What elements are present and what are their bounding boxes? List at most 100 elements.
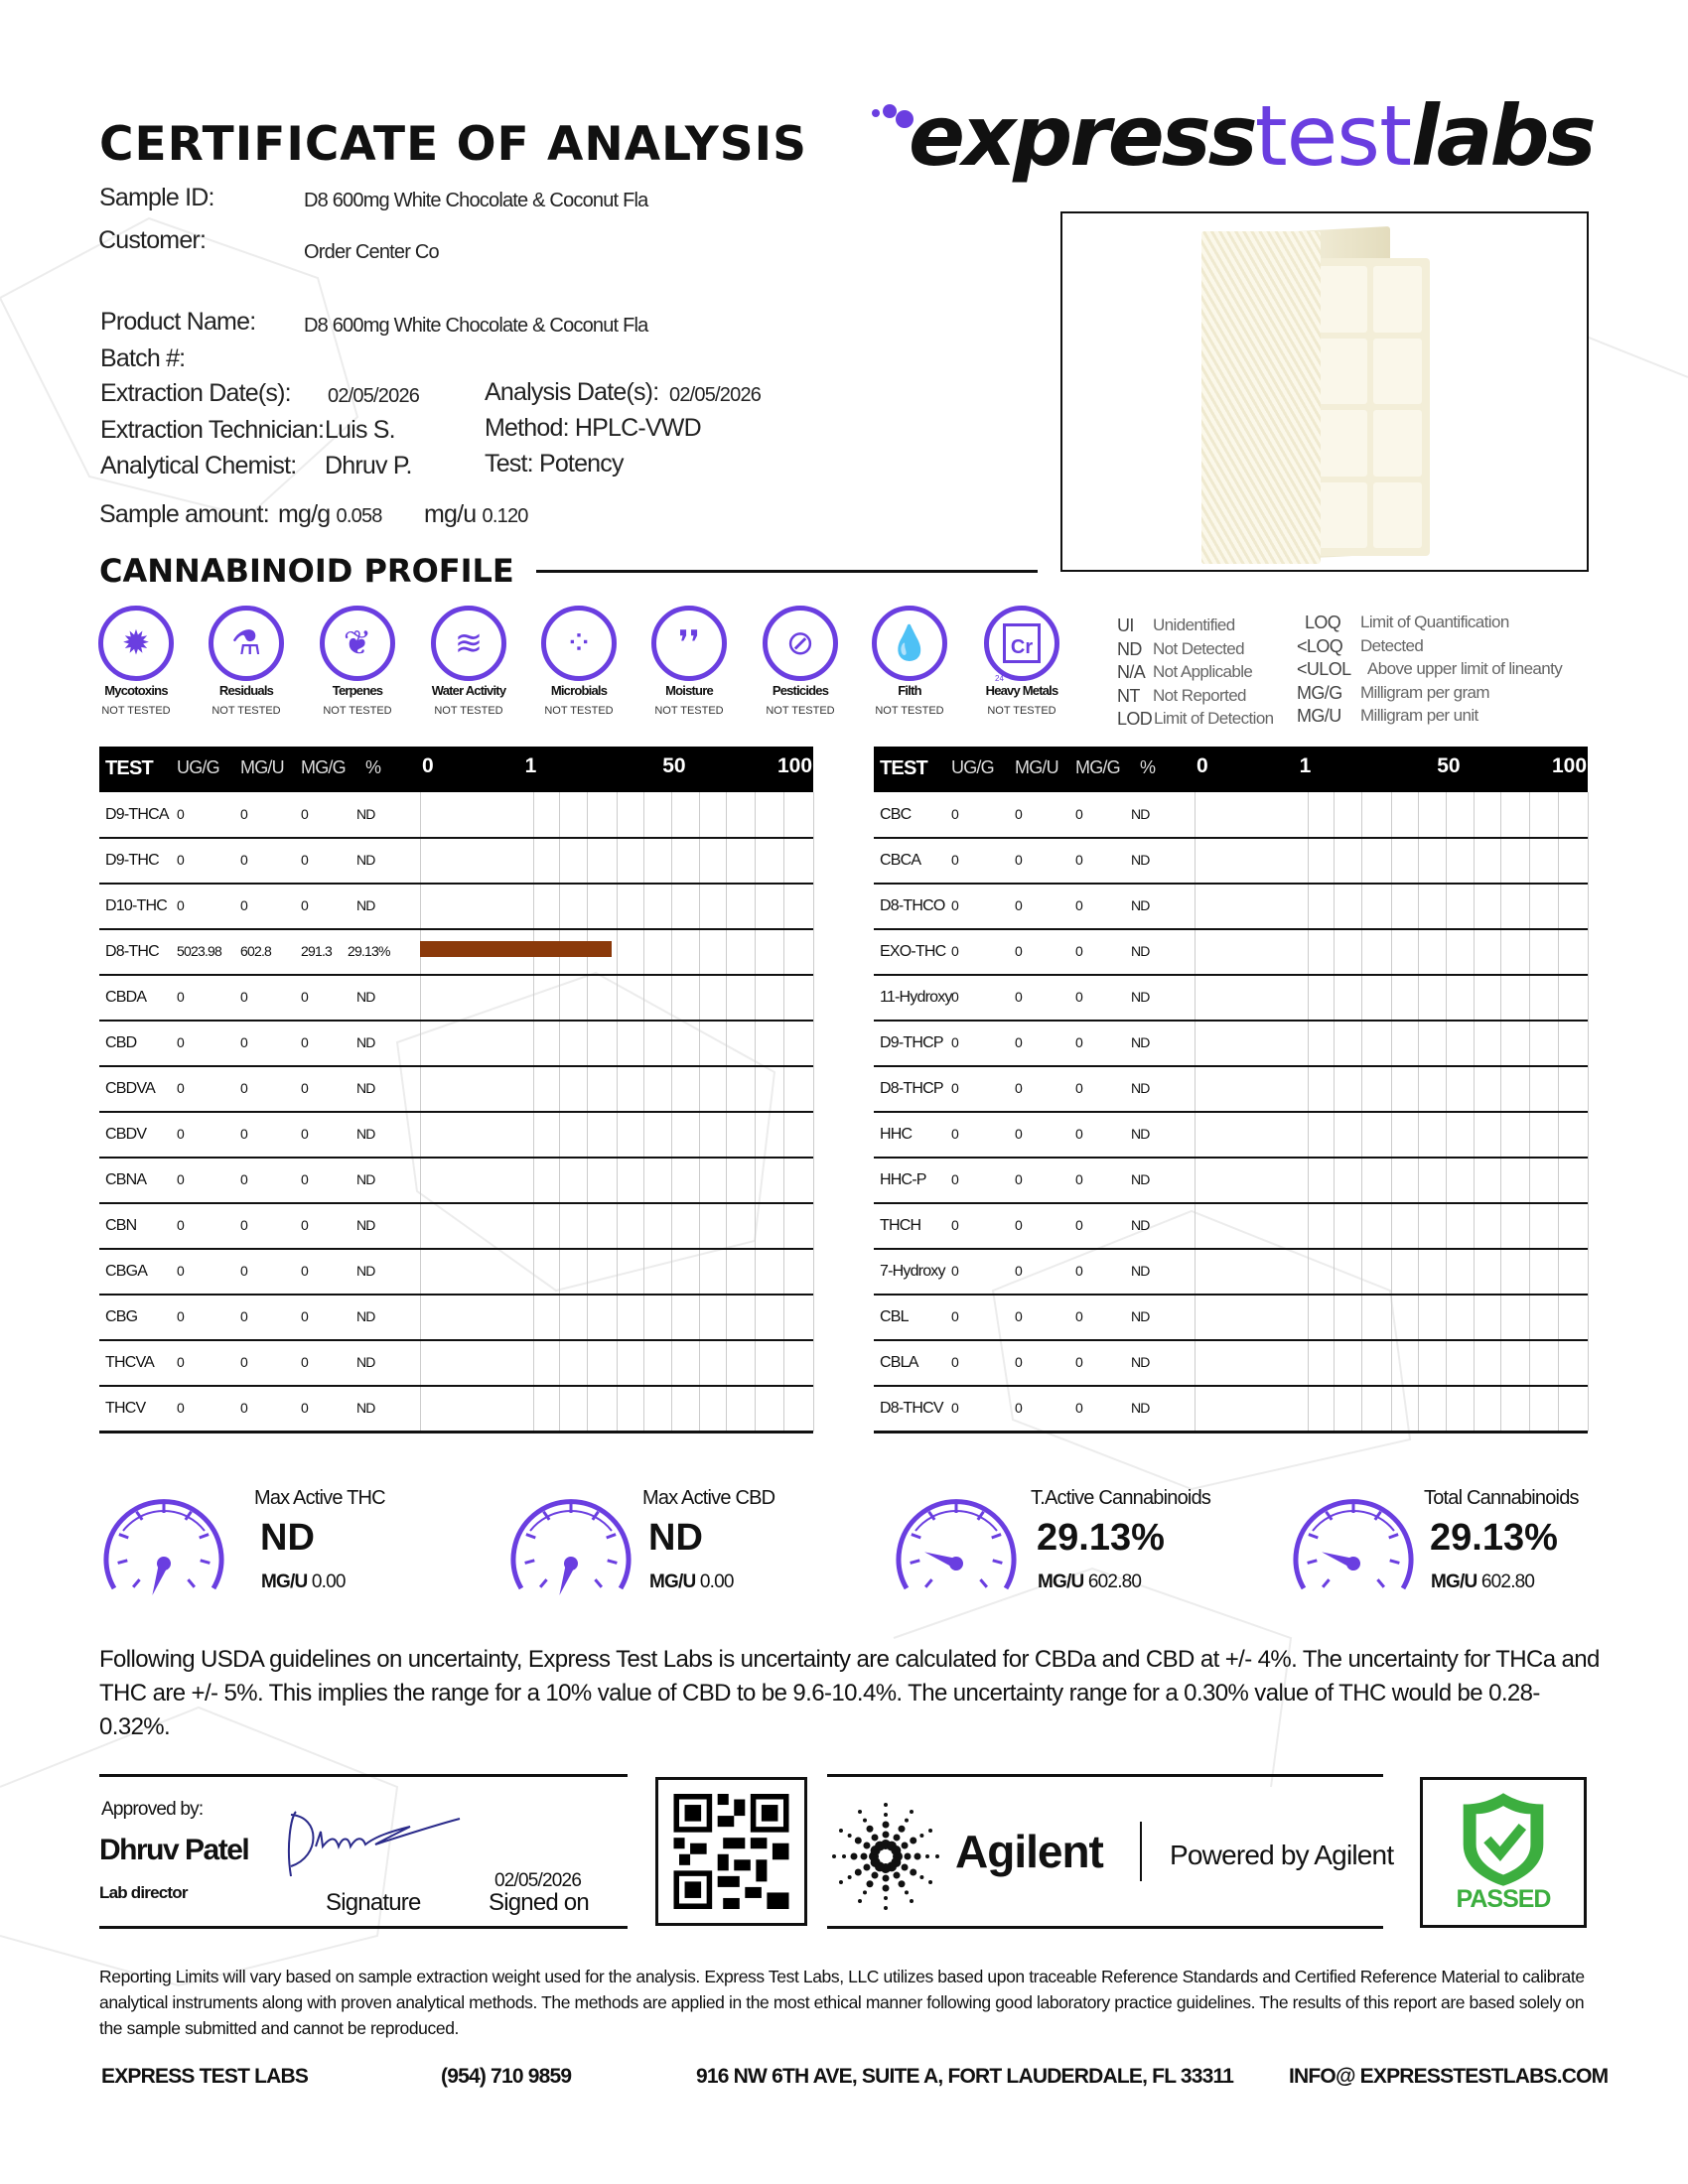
scale-tick: 50 xyxy=(1437,754,1461,777)
test-category-status: NOT TESTED xyxy=(654,705,724,717)
drop-icon: 💧 xyxy=(872,606,947,681)
cell-mgg: 0 xyxy=(301,1263,309,1279)
extraction-date-value: 02/05/2026 xyxy=(328,385,420,407)
uncertainty-note: Following USDA guidelines on uncertainty… xyxy=(99,1646,1600,1740)
cell-mgg: 0 xyxy=(301,1034,309,1050)
cell-pct: ND xyxy=(1131,943,1150,959)
cell-mgu: 0 xyxy=(1015,1217,1023,1233)
test-category-name: Heavy Metals xyxy=(985,683,1059,698)
table-row: CBNA 0 0 0 ND xyxy=(99,1158,813,1203)
cell-ugg: 0 xyxy=(951,1308,959,1324)
logo-dots-icon xyxy=(872,104,914,128)
bar-d8-thc xyxy=(420,941,613,957)
row-divider xyxy=(874,1020,1588,1022)
column-header: TEST xyxy=(880,757,928,779)
divider xyxy=(99,1774,628,1777)
column-header: MG/G xyxy=(1075,757,1121,777)
table-row: 7-Hydroxy 0 0 0 ND xyxy=(874,1249,1588,1295)
cell-pct: ND xyxy=(356,1354,375,1370)
test-category-status: NOT TESTED xyxy=(544,705,614,717)
scale-tick: 0 xyxy=(1196,754,1208,777)
cell-ugg: 0 xyxy=(177,1400,185,1416)
cell-mgu: 0 xyxy=(1015,897,1023,913)
cell-mgg: 0 xyxy=(301,1171,309,1187)
cell-ugg: 0 xyxy=(177,1217,185,1233)
cell-mgu: 0 xyxy=(240,852,248,868)
signed-date: 02/05/2026 xyxy=(494,1870,582,1891)
cell-mgg: 0 xyxy=(1075,1034,1083,1050)
row-divider xyxy=(874,928,1588,930)
cell-ugg: 0 xyxy=(177,1354,185,1370)
cell-mgu: 0 xyxy=(1015,943,1023,959)
table-header xyxy=(874,747,1588,792)
sample-id-value: D8 600mg White Chocolate & Coconut Fla xyxy=(304,190,648,211)
cell-test: CBD xyxy=(105,1034,137,1051)
cell-pct: 29.13% xyxy=(348,943,390,959)
analysis-date-label: Analysis Date(s): xyxy=(485,378,659,406)
test-category-name: Mycotoxins xyxy=(104,683,168,698)
cell-mgg: 0 xyxy=(1075,1400,1083,1416)
divider xyxy=(827,1774,1383,1777)
cell-ugg: 0 xyxy=(177,897,185,913)
sample-id-label: Sample ID: xyxy=(99,184,214,211)
qr-code[interactable] xyxy=(655,1777,807,1926)
cell-mgu: 0 xyxy=(240,897,248,913)
legend-abbr: LOD xyxy=(1117,709,1153,729)
test-category-name: Pesticides xyxy=(772,683,829,698)
cell-mgg: 0 xyxy=(1075,806,1083,822)
test-category-name: Water Activity xyxy=(431,683,506,698)
scale-tick: 1 xyxy=(524,754,537,777)
agilent-logo-text: Agilent xyxy=(955,1826,1104,1877)
cell-mgg: 0 xyxy=(301,989,309,1005)
cell-ugg: 0 xyxy=(177,1034,185,1050)
cell-ugg: 0 xyxy=(951,989,959,1005)
cell-mgu: 0 xyxy=(1015,852,1023,868)
legend-abbr: ND xyxy=(1117,639,1142,659)
cell-test: CBLA xyxy=(880,1354,918,1371)
cell-ugg: 0 xyxy=(951,897,959,913)
summary-label: Max Active THC xyxy=(254,1487,386,1509)
cell-mgu: 0 xyxy=(240,1080,248,1096)
cell-mgu: 0 xyxy=(1015,989,1023,1005)
gauge-icon xyxy=(99,1489,228,1603)
cell-mgg: 0 xyxy=(1075,989,1083,1005)
table-row: CBDVA 0 0 0 ND xyxy=(99,1066,813,1112)
cell-mgu: 0 xyxy=(1015,1400,1023,1416)
cell-test: D8-THCO xyxy=(880,897,945,914)
table-header xyxy=(99,747,813,792)
mgu-label: MG/U xyxy=(261,1571,308,1592)
disclaimer: Reporting Limits will vary based on samp… xyxy=(99,1967,1585,2038)
chromium-element-icon: Cr 24 xyxy=(984,606,1059,683)
cell-test: 11-Hydroxy xyxy=(880,989,952,1006)
column-header: MG/G xyxy=(301,757,347,777)
summary-value: 29.13% xyxy=(1037,1517,1165,1559)
row-divider xyxy=(99,1294,813,1296)
virus-icon: ✹ xyxy=(98,606,174,681)
cell-mgg: 0 xyxy=(1075,852,1083,868)
footer-phone[interactable]: (954) 710 9859 xyxy=(441,2065,572,2088)
petri-dish-icon: ⁘ xyxy=(541,606,617,681)
column-header: MG/U xyxy=(1015,757,1059,777)
cell-test: D9-THCA xyxy=(105,806,170,823)
cell-ugg: 0 xyxy=(951,1126,959,1142)
footer-email[interactable]: INFO@ EXPRESSTESTLABS.COM xyxy=(1289,2065,1609,2088)
cell-pct: ND xyxy=(1131,852,1150,868)
cell-ugg: 0 xyxy=(951,1217,959,1233)
footer-company: EXPRESS TEST LABS xyxy=(101,2065,309,2088)
cell-ugg: 0 xyxy=(951,1263,959,1279)
row-divider xyxy=(874,837,1588,839)
cell-mgg: 0 xyxy=(301,897,309,913)
legend-desc: Above upper limit of lineanty xyxy=(1367,659,1563,678)
powered-by-agilent: Powered by Agilent xyxy=(1170,1840,1394,1870)
table-row: CBN 0 0 0 ND xyxy=(99,1203,813,1249)
row-divider xyxy=(99,1020,813,1022)
cell-pct: ND xyxy=(356,1080,375,1096)
cell-ugg: 0 xyxy=(951,1171,959,1187)
column-header: UG/G xyxy=(951,757,995,777)
passed-badge: PASSED xyxy=(1420,1777,1587,1928)
table-row: D8-THCO 0 0 0 ND xyxy=(874,884,1588,929)
test-category-status: NOT TESTED xyxy=(323,705,392,717)
table-row: THCV 0 0 0 ND xyxy=(99,1386,813,1432)
row-divider xyxy=(99,883,813,885)
cell-pct: ND xyxy=(1131,1400,1150,1416)
